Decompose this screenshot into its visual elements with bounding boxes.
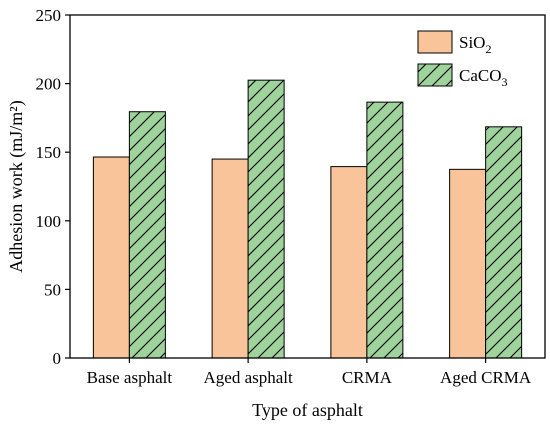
bar-caco3-2 xyxy=(247,79,285,359)
y-tick-label: 50 xyxy=(44,280,61,299)
y-tick-label: 100 xyxy=(36,212,62,231)
y-tick-label: 150 xyxy=(36,143,62,162)
y-axis-title: Adhesion work (mJ/m²) xyxy=(6,100,27,272)
legend-swatch-sio2 xyxy=(417,30,453,54)
legend: SiO2 CaCO3 xyxy=(417,30,508,89)
bar-caco3-3 xyxy=(366,101,404,359)
x-tick-label: Aged CRMA xyxy=(440,368,532,387)
y-tick-label: 250 xyxy=(36,6,62,25)
x-tick-label: Base asphalt xyxy=(87,368,173,387)
y-tick-label: 200 xyxy=(36,75,62,94)
plot-frame xyxy=(69,14,546,359)
legend-label-caco3: CaCO3 xyxy=(459,66,508,89)
bar-sio2-2 xyxy=(211,158,249,359)
x-axis-title: Type of asphalt xyxy=(252,400,363,420)
bar-caco3-1 xyxy=(128,111,166,359)
legend-swatch-caco3 xyxy=(417,63,453,87)
plot-area xyxy=(92,79,523,359)
bar-sio2-1 xyxy=(92,156,130,359)
x-tick-label: Aged asphalt xyxy=(204,368,294,387)
bar-sio2-4 xyxy=(449,168,487,359)
bar-sio2-3 xyxy=(330,166,368,359)
legend-label-sio2: SiO2 xyxy=(459,33,491,56)
axes: 0 50 100 150 200 250 Base asphalt Aged asphalt C… xyxy=(36,6,546,387)
y-tick-label: 0 xyxy=(53,349,62,368)
bar-caco3-4 xyxy=(485,126,523,359)
x-tick-label: CRMA xyxy=(342,368,393,387)
